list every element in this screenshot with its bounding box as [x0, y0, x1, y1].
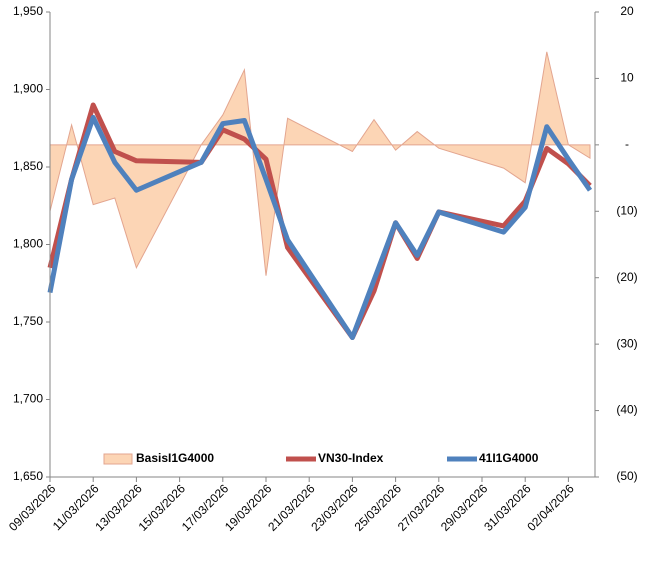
legend-item: 41I1G4000 [447, 451, 539, 465]
line [47, 114, 593, 340]
y2-tick-label: - [625, 137, 629, 151]
legend-label: BasisI1G4000 [136, 451, 214, 465]
y2-tick-label: (50) [616, 469, 637, 483]
legend-label: VN30-Index [318, 451, 384, 465]
y-tick-label: 1,650 [13, 469, 43, 483]
y-tick-label: 1,750 [13, 314, 43, 328]
y2-tick-label: (10) [616, 203, 637, 217]
legend-label: 41I1G4000 [479, 451, 539, 465]
legend-item: BasisI1G4000 [103, 451, 214, 465]
y-tick-label: 1,800 [13, 237, 43, 251]
y2-tick-label: (40) [616, 403, 637, 417]
x-tick-label: 02/04/2026 [524, 481, 577, 534]
y2-tick-label: (20) [616, 270, 637, 284]
legend-item: VN30-Index [286, 451, 384, 465]
y-tick-label: 1,950 [13, 4, 43, 18]
y2-tick-label: 20 [620, 4, 634, 18]
y-tick-label: 1,850 [13, 159, 43, 173]
area [49, 51, 591, 276]
y2-tick-label: 10 [620, 71, 634, 85]
legend-swatch [103, 453, 133, 465]
y2-tick-label: (30) [616, 336, 637, 350]
x-tick-label: 09/03/2026 [6, 481, 59, 534]
y-tick-label: 1,700 [13, 392, 43, 406]
y-tick-label: 1,900 [13, 82, 43, 96]
